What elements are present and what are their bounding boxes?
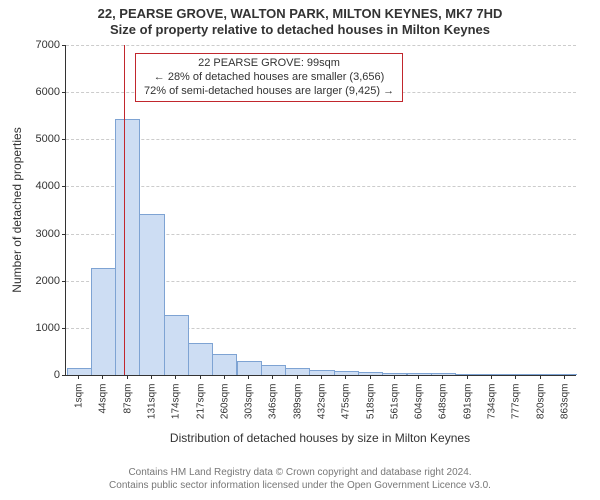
footer: Contains HM Land Registry data © Crown c… [0,467,600,492]
xtick-label: 44sqm [92,384,109,434]
xtick-mark [248,375,249,379]
xtick-label: 87sqm [116,384,133,434]
ytick-label: 4000 [36,180,66,192]
xtick-label: 604sqm [408,384,425,434]
xtick-label: 389sqm [286,384,303,434]
legend-box: 22 PEARSE GROVE: 99sqm← 28% of detached … [135,53,403,102]
xtick-mark [370,375,371,379]
histogram-bar [67,368,92,375]
xtick-mark [175,375,176,379]
histogram-bar [358,372,383,375]
x-axis-label: Distribution of detached houses by size … [170,431,470,445]
histogram-bar [91,268,116,375]
ytick-label: 1000 [36,322,66,334]
xtick-label: 260sqm [213,384,230,434]
title-block: 22, PEARSE GROVE, WALTON PARK, MILTON KE… [0,6,600,37]
legend-line: 22 PEARSE GROVE: 99sqm [144,57,394,71]
histogram-bar [455,374,480,375]
xtick-label: 475sqm [335,384,352,434]
figure: 22, PEARSE GROVE, WALTON PARK, MILTON KE… [0,0,600,500]
footer-line2: Contains public sector information licen… [0,480,600,493]
xtick-label: 1sqm [68,384,85,434]
xtick-mark [345,375,346,379]
xtick-label: 217sqm [189,384,206,434]
histogram-bar [528,374,553,375]
footer-line1: Contains HM Land Registry data © Crown c… [0,467,600,480]
xtick-mark [540,375,541,379]
ytick-label: 0 [54,369,66,381]
legend-line: ← 28% of detached houses are smaller (3,… [144,71,394,85]
xtick-label: 863sqm [553,384,570,434]
xtick-label: 174sqm [165,384,182,434]
gridline [66,186,576,187]
xtick-mark [321,375,322,379]
reference-line [124,45,125,375]
xtick-label: 303sqm [238,384,255,434]
xtick-mark [467,375,468,379]
gridline [66,139,576,140]
histogram-bar [504,374,529,375]
xtick-mark [491,375,492,379]
legend-line: 72% of semi-detached houses are larger (… [144,85,394,99]
xtick-mark [151,375,152,379]
histogram-bar [261,365,286,375]
xtick-label: 734sqm [481,384,498,434]
histogram-bar [237,361,262,375]
xtick-label: 777sqm [505,384,522,434]
ytick-label: 5000 [36,133,66,145]
histogram-bar [164,315,189,375]
ytick-label: 7000 [36,39,66,51]
xtick-mark [78,375,79,379]
ytick-label: 2000 [36,275,66,287]
ytick-label: 6000 [36,86,66,98]
xtick-mark [127,375,128,379]
ytick-label: 3000 [36,228,66,240]
histogram-bar [285,368,310,375]
histogram-bar [212,354,237,375]
xtick-mark [394,375,395,379]
xtick-label: 346sqm [262,384,279,434]
xtick-label: 131sqm [141,384,158,434]
xtick-mark [224,375,225,379]
histogram-bar [139,214,164,375]
histogram-bar [552,374,577,375]
xtick-label: 820sqm [529,384,546,434]
xtick-mark [442,375,443,379]
xtick-label: 432sqm [311,384,328,434]
histogram-bar [382,373,407,375]
xtick-label: 561sqm [383,384,400,434]
xtick-mark [200,375,201,379]
y-axis-label: Number of detached properties [10,127,24,292]
histogram-bar [115,119,140,375]
xtick-mark [297,375,298,379]
histogram-bar [431,373,456,375]
xtick-mark [102,375,103,379]
xtick-mark [418,375,419,379]
title-line1: 22, PEARSE GROVE, WALTON PARK, MILTON KE… [0,6,600,22]
xtick-mark [564,375,565,379]
xtick-mark [515,375,516,379]
histogram-bar [334,371,359,375]
title-line2: Size of property relative to detached ho… [0,22,600,38]
xtick-label: 648sqm [432,384,449,434]
xtick-label: 691sqm [456,384,473,434]
xtick-mark [272,375,273,379]
xtick-label: 518sqm [359,384,376,434]
gridline [66,45,576,46]
histogram-bar [188,343,213,375]
